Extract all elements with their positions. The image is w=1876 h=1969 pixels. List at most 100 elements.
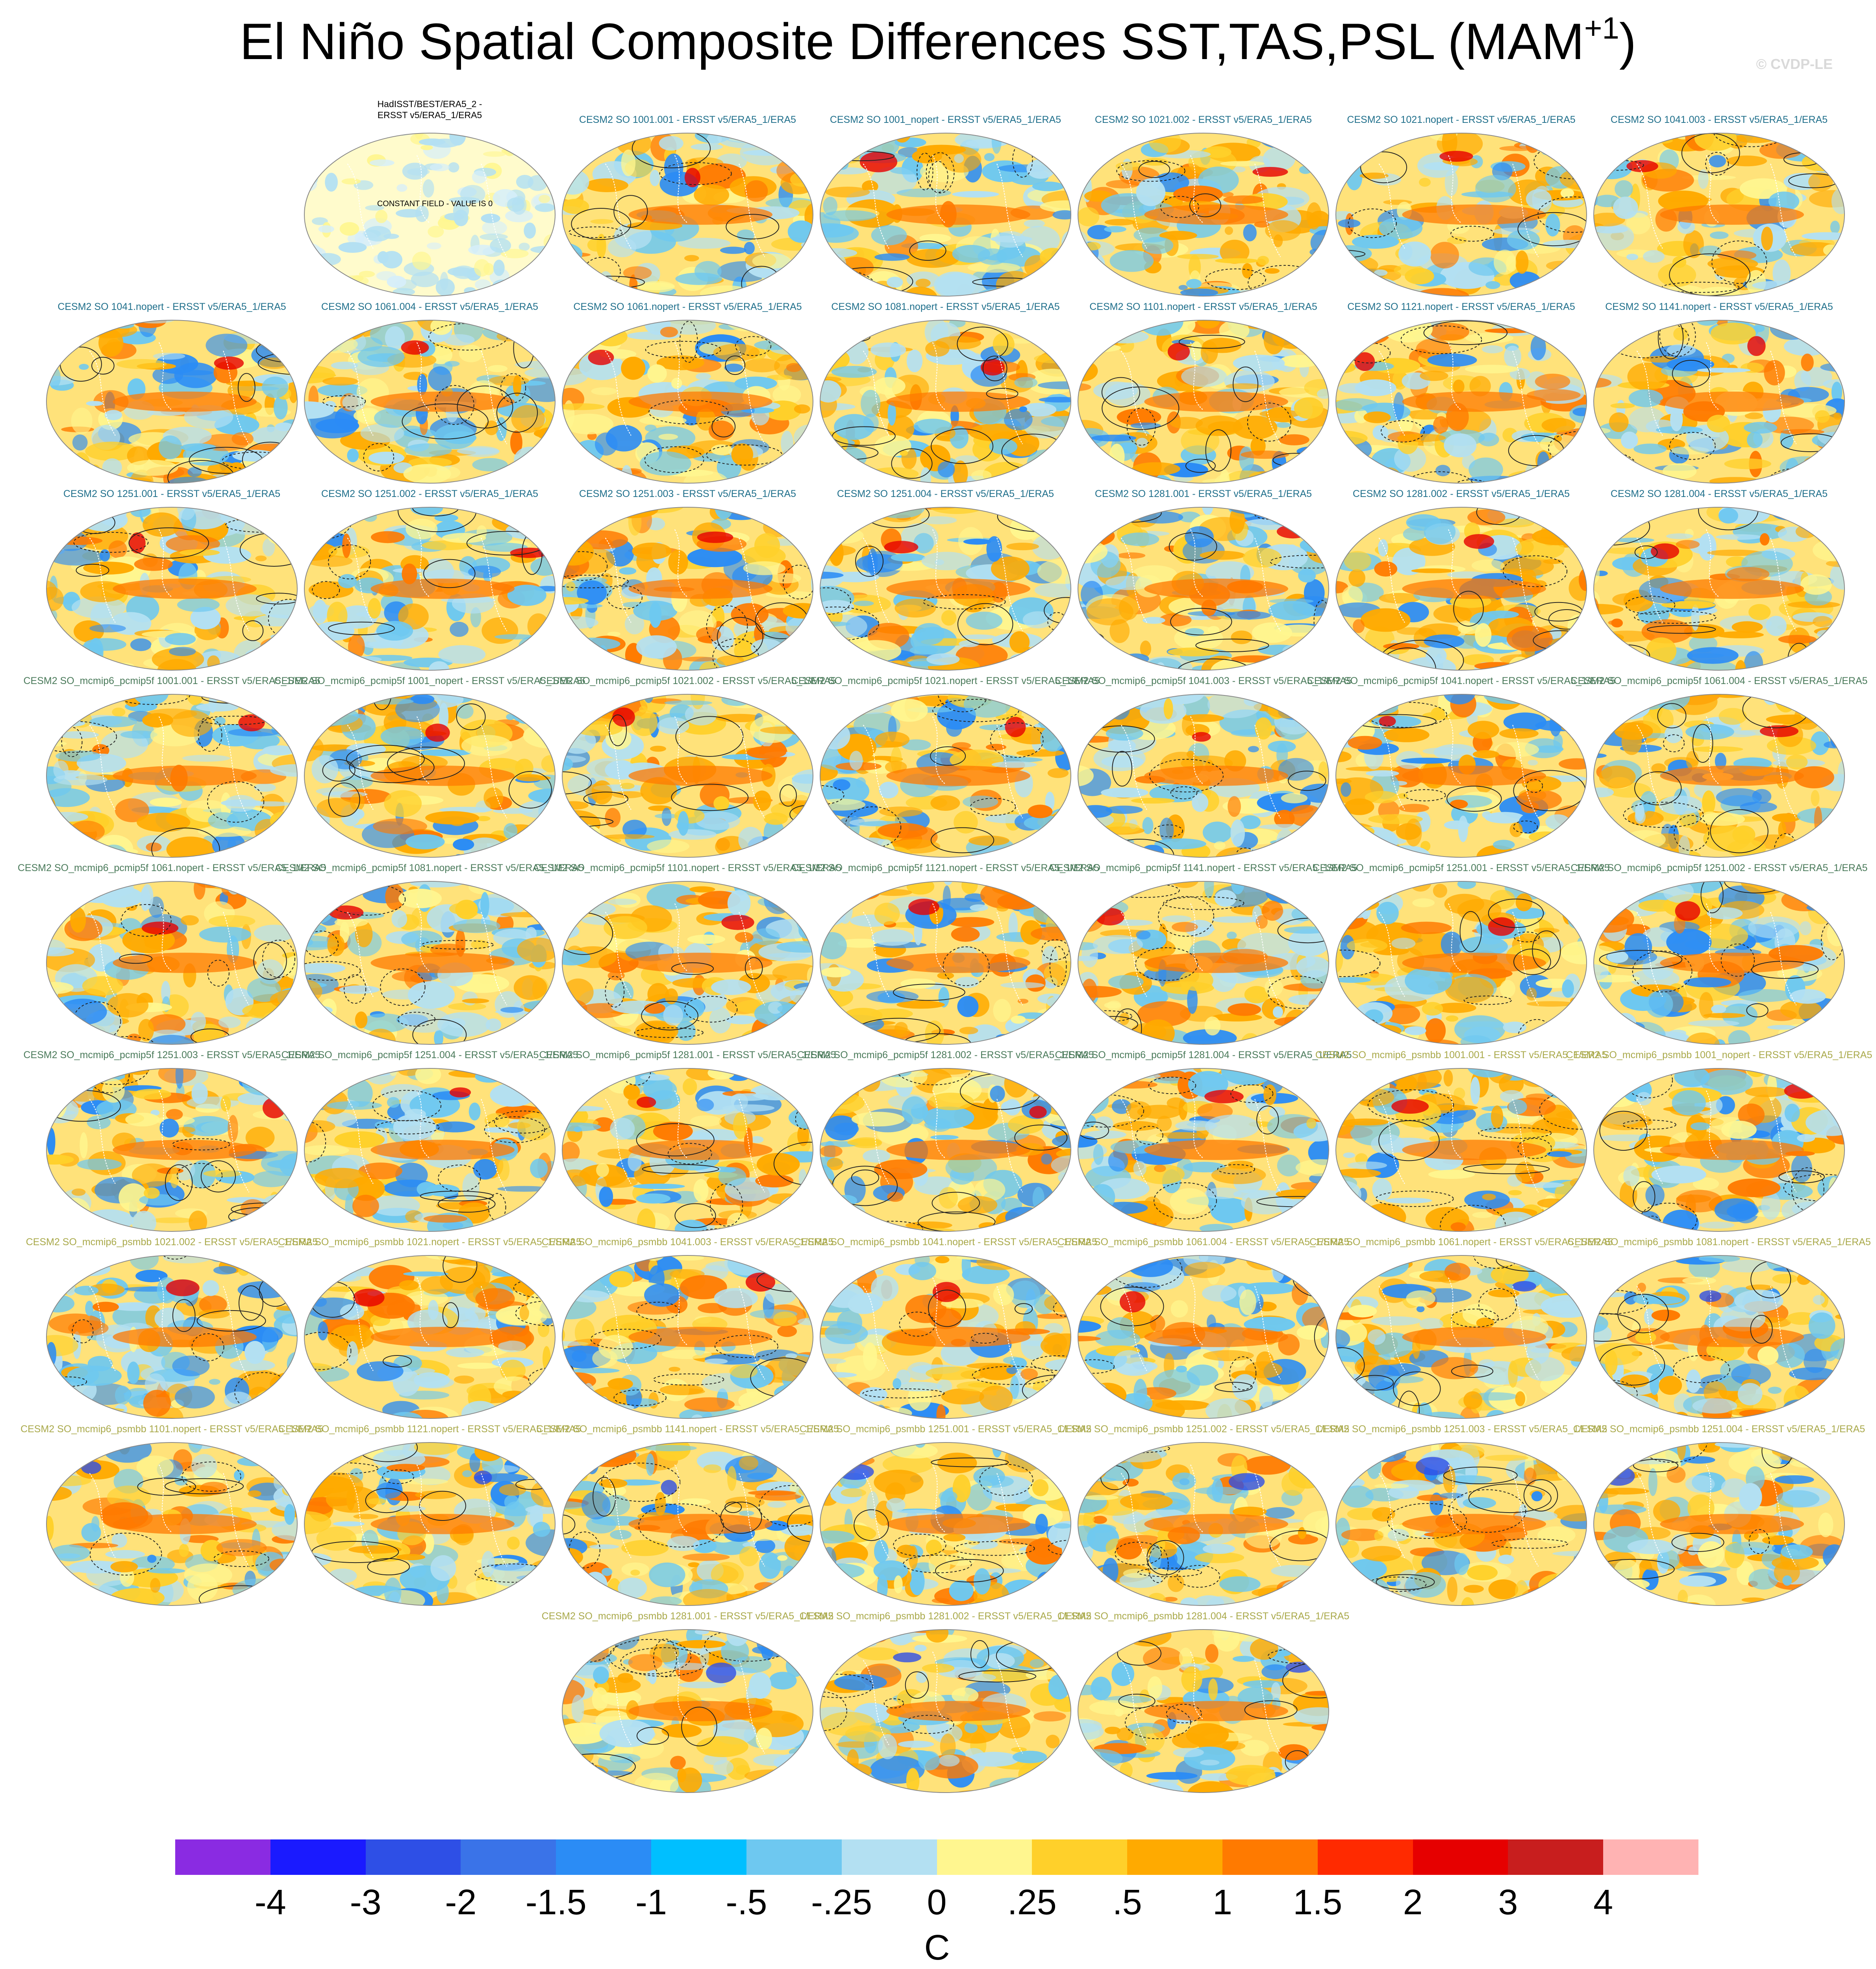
field-blob bbox=[274, 1036, 298, 1044]
field-blob bbox=[1823, 133, 1845, 155]
field-blob bbox=[590, 219, 614, 224]
world-map bbox=[304, 1068, 556, 1232]
psl-contour bbox=[1336, 833, 1386, 857]
psl-contour bbox=[1647, 625, 1716, 634]
field-blob bbox=[562, 1142, 580, 1162]
field-blob bbox=[569, 661, 609, 670]
tropical-pacific-anomaly bbox=[886, 578, 1030, 599]
field-blob bbox=[1715, 753, 1726, 770]
field-blob bbox=[900, 978, 936, 989]
field-blob bbox=[183, 1116, 231, 1137]
field-blob bbox=[1595, 694, 1616, 702]
field-blob bbox=[1715, 631, 1764, 638]
field-blob bbox=[791, 1001, 813, 1029]
psl-contour bbox=[1423, 320, 1508, 345]
field-blob bbox=[1281, 793, 1308, 803]
psl-contour bbox=[257, 351, 298, 375]
field-blob bbox=[562, 198, 589, 214]
psl-contour bbox=[1135, 947, 1198, 981]
map-panel: CESM2 SO_mcmip6_pcmip5f 1121.nopert - ER… bbox=[792, 862, 1099, 1048]
psl-contour bbox=[151, 827, 220, 857]
field-blob bbox=[275, 422, 293, 432]
field-blob bbox=[1803, 507, 1834, 527]
field-blob bbox=[829, 540, 844, 566]
field-blob bbox=[48, 881, 63, 889]
field-blob bbox=[820, 1007, 837, 1032]
field-blob bbox=[1726, 155, 1767, 167]
field-blob bbox=[1493, 250, 1516, 275]
map-panel: CESM2 SO 1041.003 - ERSST v5/ERA5_1/ERA5 bbox=[1591, 114, 1848, 299]
field-blob bbox=[501, 248, 529, 258]
field-blob bbox=[770, 573, 801, 584]
map-panel: CESM2 SO 1141.nopert - ERSST v5/ERA5_1/E… bbox=[1591, 301, 1848, 486]
map-panel: CESM2 SO 1021.002 - ERSST v5/ERA5_1/ERA5 bbox=[1075, 114, 1332, 299]
field-blob bbox=[1143, 617, 1165, 624]
field-blob bbox=[1594, 836, 1619, 849]
tropical-pacific-anomaly bbox=[370, 391, 515, 412]
field-blob bbox=[1685, 724, 1734, 740]
field-blob bbox=[765, 320, 811, 340]
field-blob bbox=[404, 443, 452, 457]
field-blob bbox=[338, 242, 367, 253]
field-blob bbox=[440, 272, 448, 291]
copyright-text: © CVDP-LE bbox=[1756, 56, 1833, 72]
field-blob bbox=[1350, 973, 1397, 986]
field-blob bbox=[304, 1120, 335, 1133]
field-blob bbox=[119, 1183, 148, 1212]
field-blob bbox=[1279, 434, 1309, 445]
field-blob bbox=[448, 162, 459, 172]
field-blob bbox=[304, 1070, 339, 1080]
field-blob bbox=[1666, 929, 1712, 956]
field-blob bbox=[1272, 514, 1320, 527]
field-blob bbox=[1204, 881, 1214, 899]
field-blob bbox=[247, 1226, 278, 1231]
psl-contour bbox=[1657, 703, 1687, 729]
panel-label: CESM2 SO 1081.nopert - ERSST v5/ERA5_1/E… bbox=[831, 301, 1060, 312]
field-blob bbox=[410, 507, 443, 516]
field-blob bbox=[1482, 811, 1491, 819]
field-blob bbox=[1348, 736, 1382, 750]
field-blob bbox=[165, 633, 196, 645]
field-blob bbox=[1231, 655, 1276, 663]
psl-contour bbox=[605, 976, 625, 1008]
field-blob bbox=[306, 411, 358, 439]
map-border bbox=[1593, 507, 1845, 671]
field-blob bbox=[509, 652, 535, 663]
field-blob bbox=[1078, 765, 1094, 787]
world-map bbox=[46, 881, 298, 1045]
high-latitude-anomaly bbox=[449, 1087, 471, 1098]
field-blob bbox=[1799, 698, 1812, 719]
map-border bbox=[304, 1068, 556, 1232]
psl-contour bbox=[562, 551, 608, 581]
field-blob bbox=[764, 133, 813, 139]
map-panel: CESM2 SO_mcmip6_pcmip5f 1001_nopert - ER… bbox=[274, 675, 585, 860]
field-blob bbox=[1078, 1009, 1105, 1020]
field-blob bbox=[1296, 956, 1329, 978]
field-blob bbox=[1183, 1029, 1237, 1044]
map-border bbox=[561, 133, 814, 297]
field-blob bbox=[871, 225, 907, 245]
field-blob bbox=[255, 555, 267, 562]
field-blob bbox=[46, 663, 87, 670]
field-blob bbox=[102, 1079, 125, 1103]
field-blob bbox=[1710, 323, 1756, 345]
field-blob bbox=[1528, 881, 1557, 889]
map-border bbox=[819, 507, 1072, 671]
field-blob bbox=[1594, 245, 1602, 264]
high-latitude-anomaly bbox=[884, 541, 919, 554]
field-blob bbox=[828, 167, 868, 174]
field-blob bbox=[472, 458, 508, 472]
coastline bbox=[863, 529, 1023, 632]
field-blob bbox=[222, 1222, 267, 1231]
field-blob bbox=[776, 941, 813, 953]
field-blob bbox=[1606, 290, 1622, 296]
field-blob bbox=[1663, 463, 1697, 479]
field-blob bbox=[906, 349, 923, 373]
field-blob bbox=[481, 213, 500, 223]
field-blob bbox=[915, 278, 931, 287]
field-blob bbox=[1341, 133, 1372, 144]
field-blob bbox=[1624, 830, 1666, 849]
map-panel: CESM2 SO 1101.nopert - ERSST v5/ERA5_1/E… bbox=[1075, 301, 1332, 486]
field-blob bbox=[711, 979, 751, 995]
field-blob bbox=[530, 507, 556, 525]
